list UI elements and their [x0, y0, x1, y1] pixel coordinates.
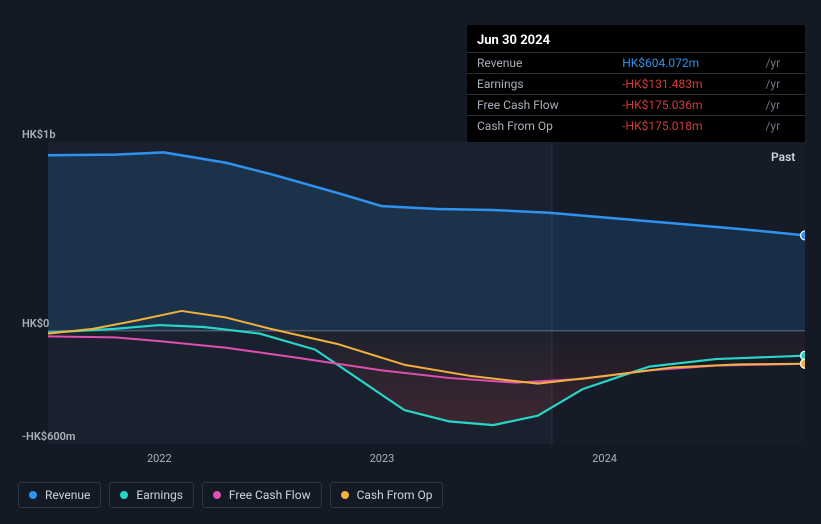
legend-swatch: [29, 491, 37, 499]
line-chart: [0, 0, 821, 524]
y-axis-tick-label: HK$1b: [22, 128, 56, 141]
legend-swatch: [341, 491, 349, 499]
x-axis-tick-label: 2023: [370, 452, 395, 465]
legend-label: Revenue: [45, 488, 90, 502]
x-axis-tick-label: 2022: [147, 452, 172, 465]
legend-swatch: [120, 491, 128, 499]
legend-label: Free Cash Flow: [229, 488, 311, 502]
chart-legend: Revenue Earnings Free Cash Flow Cash From O…: [18, 482, 443, 508]
legend-item[interactable]: Cash From Op: [330, 482, 444, 508]
legend-label: Cash From Op: [357, 488, 433, 502]
x-axis-tick-label: 2024: [592, 452, 617, 465]
legend-item[interactable]: Revenue: [18, 482, 101, 508]
legend-swatch: [213, 491, 221, 499]
legend-label: Earnings: [136, 488, 183, 502]
y-axis-tick-label: -HK$600m: [22, 430, 76, 443]
legend-item[interactable]: Earnings: [109, 482, 194, 508]
past-region-label: Past: [771, 150, 795, 164]
y-axis-tick-label: HK$0: [22, 317, 49, 330]
legend-item[interactable]: Free Cash Flow: [202, 482, 322, 508]
